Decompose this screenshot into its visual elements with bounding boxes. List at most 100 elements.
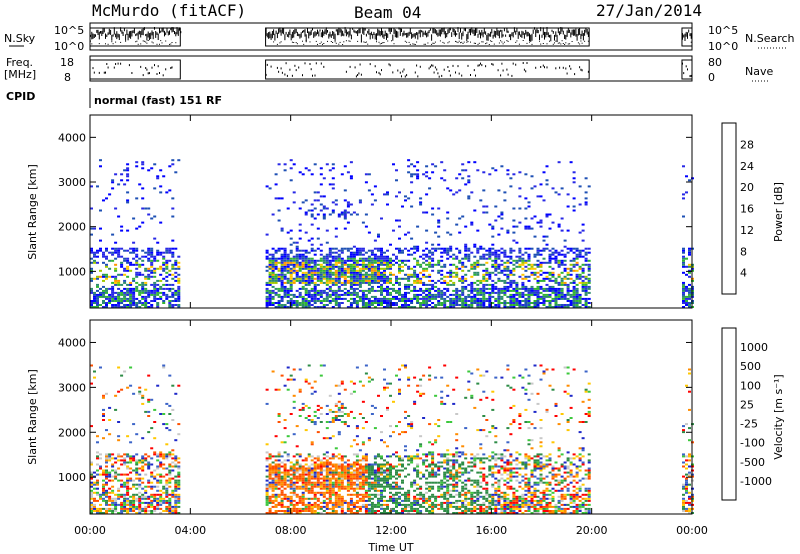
- heatmap-cell: [105, 287, 108, 290]
- heatmap-cell: [509, 283, 513, 286]
- heatmap-cell: [346, 289, 350, 292]
- heatmap-cell: [114, 300, 118, 302]
- heatmap-cell: [401, 269, 404, 272]
- heatmap-cell: [292, 279, 296, 282]
- heatmap-cell: [138, 183, 142, 186]
- nsearch-point: [339, 41, 341, 43]
- heatmap-cell: [527, 300, 531, 302]
- nsky-point: [413, 33, 415, 37]
- heatmap-cell: [96, 491, 99, 494]
- heatmap-cell: [530, 267, 534, 270]
- heatmap-cell: [383, 297, 386, 300]
- heatmap-cell: [337, 489, 341, 492]
- heatmap-cell: [274, 510, 278, 512]
- heatmap-cell: [141, 163, 145, 166]
- heatmap-cell: [301, 465, 305, 468]
- heatmap-cell: [141, 467, 145, 470]
- nsky-point: [683, 34, 685, 38]
- heatmap-cell: [304, 211, 308, 214]
- heatmap-cell: [527, 225, 531, 228]
- freq-point: [285, 62, 287, 65]
- nsearch-point: [416, 41, 418, 43]
- nsearch-tick-low: 10^0: [708, 40, 738, 53]
- heatmap-cell: [530, 175, 534, 178]
- heatmap-cell: [301, 467, 305, 470]
- heatmap-cell: [566, 285, 570, 288]
- heatmap-cell: [380, 253, 383, 256]
- heatmap-cell: [153, 255, 157, 258]
- heatmap-cell: [304, 306, 308, 308]
- nsearch-point: [491, 41, 493, 42]
- heatmap-cell: [105, 306, 108, 308]
- heatmap-cell: [135, 306, 139, 308]
- heatmap-cell: [482, 293, 486, 296]
- heatmap-cell: [313, 269, 317, 272]
- heatmap-cell: [340, 251, 344, 254]
- heatmap-cell: [584, 275, 588, 278]
- heatmap-cell: [319, 277, 323, 280]
- heatmap-cell: [150, 427, 154, 430]
- heatmap-cell: [500, 297, 504, 300]
- heatmap-cell: [117, 495, 121, 498]
- heatmap-cell: [117, 435, 121, 438]
- heatmap-cell: [458, 295, 462, 298]
- heatmap-cell: [102, 471, 105, 474]
- heatmap-cell: [509, 293, 513, 296]
- heatmap-cell: [322, 269, 326, 272]
- heatmap-cell: [280, 265, 284, 268]
- heatmap-cell: [449, 279, 453, 282]
- heatmap-cell: [292, 295, 296, 298]
- heatmap-cell: [461, 281, 465, 284]
- heatmap-cell: [425, 253, 429, 256]
- heatmap-cell: [506, 275, 510, 278]
- heatmap-cell: [174, 493, 178, 496]
- heatmap-cell: [331, 277, 335, 280]
- nsky-point: [304, 29, 306, 37]
- heatmap-cell: [328, 408, 332, 411]
- nsearch-point: [151, 41, 153, 43]
- heatmap-cell: [283, 471, 287, 474]
- heatmap-cell: [111, 247, 115, 250]
- heatmap-cell: [307, 261, 311, 264]
- heatmap-cell: [283, 475, 287, 478]
- heatmap-cell: [144, 501, 148, 504]
- nsky-point: [488, 33, 490, 37]
- heatmap-cell: [518, 265, 522, 268]
- heatmap-cell: [120, 495, 124, 498]
- heatmap-cell: [346, 473, 350, 476]
- heatmap-cell: [283, 249, 287, 252]
- heatmap-cell: [328, 495, 332, 498]
- heatmap-cell: [410, 283, 414, 286]
- heatmap-cell: [404, 302, 407, 304]
- nsky-point: [412, 34, 414, 38]
- cpid-label: CPID: [6, 90, 35, 103]
- heatmap-cell: [177, 467, 181, 470]
- heatmap-cell: [328, 285, 332, 288]
- heatmap-cell: [473, 295, 477, 298]
- heatmap-cell: [358, 201, 362, 204]
- heatmap-cell: [120, 179, 124, 182]
- heatmap-cell: [111, 499, 115, 502]
- heatmap-cell: [464, 183, 468, 186]
- heatmap-cell: [298, 207, 302, 210]
- heatmap-cell: [159, 461, 163, 464]
- nsky-point: [279, 27, 281, 33]
- heatmap-cell: [96, 185, 99, 188]
- freq-point: [431, 64, 433, 67]
- heatmap-cell: [527, 289, 531, 292]
- nsky-point: [565, 35, 567, 40]
- freq-point: [437, 72, 439, 75]
- heatmap-cell: [325, 229, 329, 232]
- heatmap-cell: [422, 257, 426, 260]
- heatmap-cell: [135, 253, 139, 256]
- heatmap-cell: [349, 277, 353, 280]
- heatmap-cell: [313, 261, 317, 264]
- freq-point: [291, 74, 293, 77]
- nsky-point: [319, 29, 321, 32]
- heatmap-cell: [494, 273, 498, 276]
- heatmap-cell: [268, 295, 272, 298]
- heatmap-cell: [431, 297, 435, 300]
- heatmap-cell: [286, 302, 290, 304]
- heatmap-cell: [298, 415, 302, 417]
- heatmap-cell: [301, 485, 305, 488]
